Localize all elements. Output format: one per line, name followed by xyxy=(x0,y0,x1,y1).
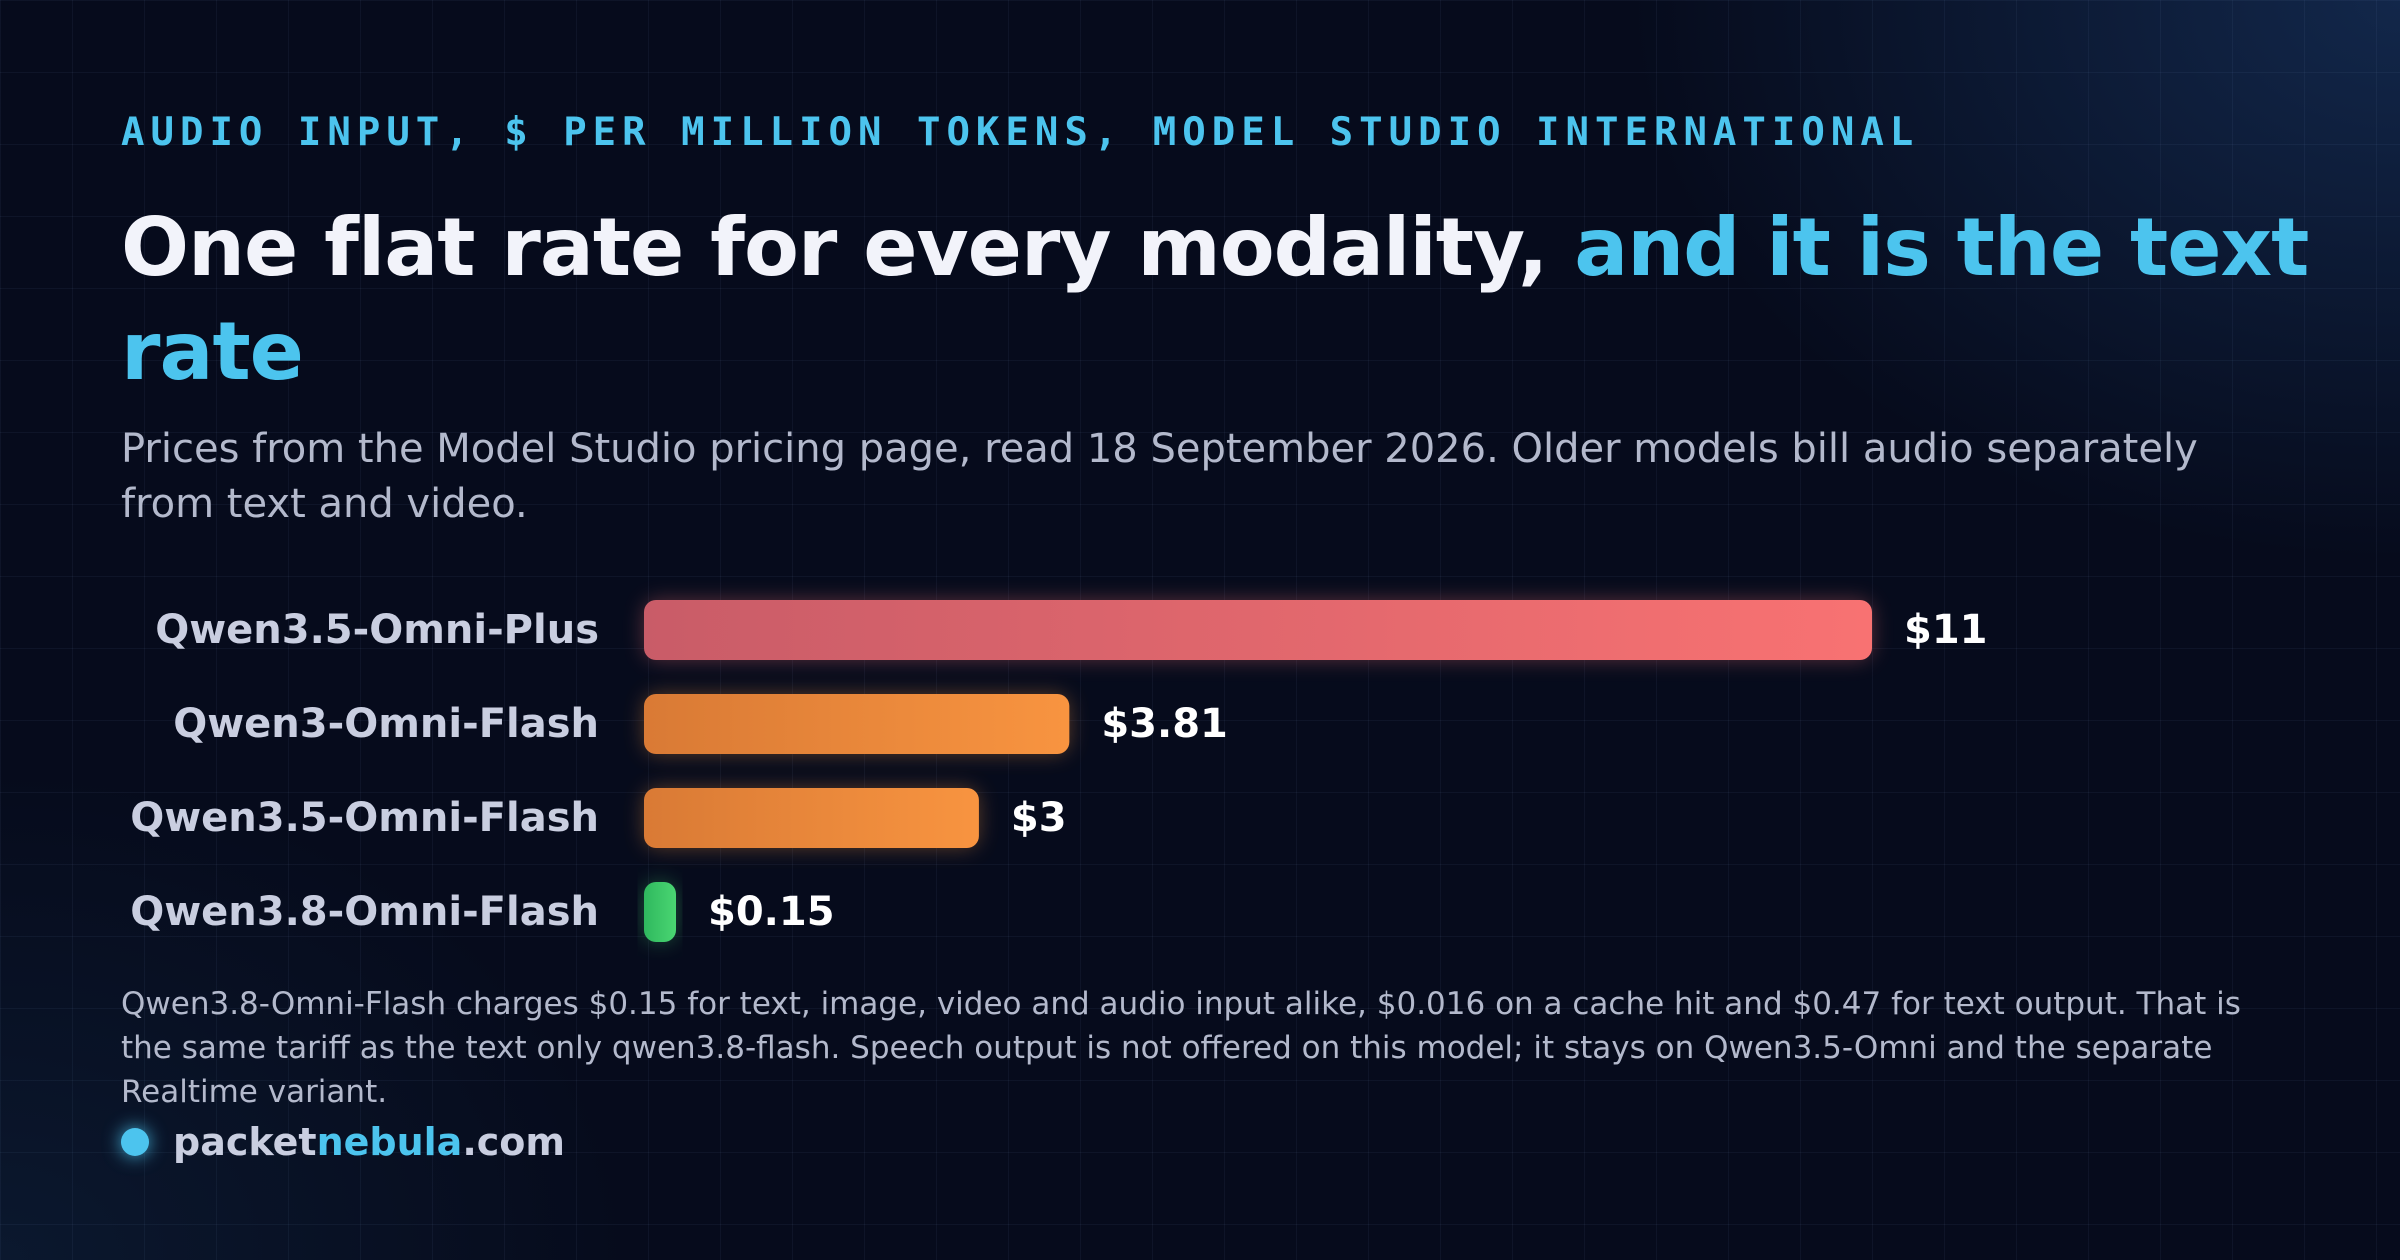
category-label: Qwen3.5-Omni-Flash xyxy=(130,795,599,841)
brand-accent: nebula xyxy=(316,1120,463,1164)
category-label: Qwen3.5-Omni-Plus xyxy=(155,607,599,653)
footnote: Qwen3.8-Omni-Flash charges $0.15 for tex… xyxy=(121,986,2241,1110)
brand-dot-icon xyxy=(121,1128,149,1156)
value-label: $0.15 xyxy=(708,889,835,935)
bar-qwen3-8-omni-flash xyxy=(644,882,676,942)
bar-qwen3-omni-flash xyxy=(644,694,1070,754)
title-main: One flat rate for every modality, xyxy=(121,201,1548,294)
brand-suffix: .com xyxy=(462,1120,565,1164)
category-label: Qwen3-Omni-Flash xyxy=(173,701,599,747)
title-accent: and it is the text rate xyxy=(121,201,2309,398)
value-label: $3.81 xyxy=(1101,701,1228,747)
eyebrow-label: AUDIO INPUT, $ PER MILLION TOKENS, MODEL… xyxy=(121,110,1920,155)
subtitle: Prices from the Model Studio pricing pag… xyxy=(121,426,2198,527)
value-label: $3 xyxy=(1011,795,1067,841)
price-bar-chart: Qwen3.5-Omni-Plus $11 Qwen3-Omni-Flash $3.8… xyxy=(130,600,1988,942)
page-title: One flat rate for every modality, and it… xyxy=(121,196,2321,404)
category-label: Qwen3.8-Omni-Flash xyxy=(130,889,599,935)
brand: packetnebula.com xyxy=(121,1118,565,1166)
brand-name: packetnebula.com xyxy=(173,1120,565,1164)
bar-qwen3-5-omni-flash xyxy=(644,788,979,848)
brand-prefix: packet xyxy=(173,1120,317,1164)
value-label: $11 xyxy=(1904,607,1988,653)
bar-qwen3-5-omni-plus xyxy=(644,600,1872,660)
